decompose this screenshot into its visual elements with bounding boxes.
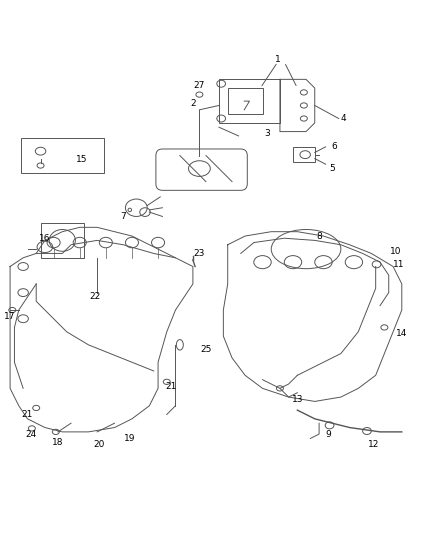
FancyBboxPatch shape (21, 138, 104, 173)
Text: 6: 6 (332, 142, 337, 151)
Text: 25: 25 (200, 345, 212, 354)
Text: 11: 11 (393, 260, 405, 269)
Text: 9: 9 (326, 430, 332, 439)
Text: 13: 13 (292, 395, 303, 403)
Text: 21: 21 (166, 382, 177, 391)
Text: 3: 3 (264, 130, 270, 138)
Text: 10: 10 (389, 247, 401, 256)
Bar (219, 79, 280, 123)
Text: 12: 12 (368, 440, 379, 449)
Text: 18: 18 (52, 438, 64, 447)
Text: 8: 8 (316, 231, 322, 240)
Text: 15: 15 (76, 156, 88, 164)
Text: 21: 21 (21, 410, 32, 419)
Bar (293, 147, 315, 162)
Text: 16: 16 (39, 233, 51, 243)
Text: 1: 1 (275, 55, 281, 64)
Text: 24: 24 (25, 430, 37, 439)
Text: 4: 4 (340, 114, 346, 123)
Text: 22: 22 (89, 293, 101, 302)
Text: 7: 7 (120, 212, 126, 221)
Text: 17: 17 (4, 312, 15, 321)
Text: 5: 5 (329, 164, 335, 173)
Text: 2: 2 (190, 99, 196, 108)
Text: 23: 23 (194, 249, 205, 258)
Text: 27: 27 (194, 82, 205, 91)
Bar (41, 223, 84, 258)
Text: 20: 20 (94, 440, 105, 449)
Bar (228, 88, 262, 114)
Text: 19: 19 (124, 434, 135, 443)
Text: 14: 14 (396, 329, 407, 338)
